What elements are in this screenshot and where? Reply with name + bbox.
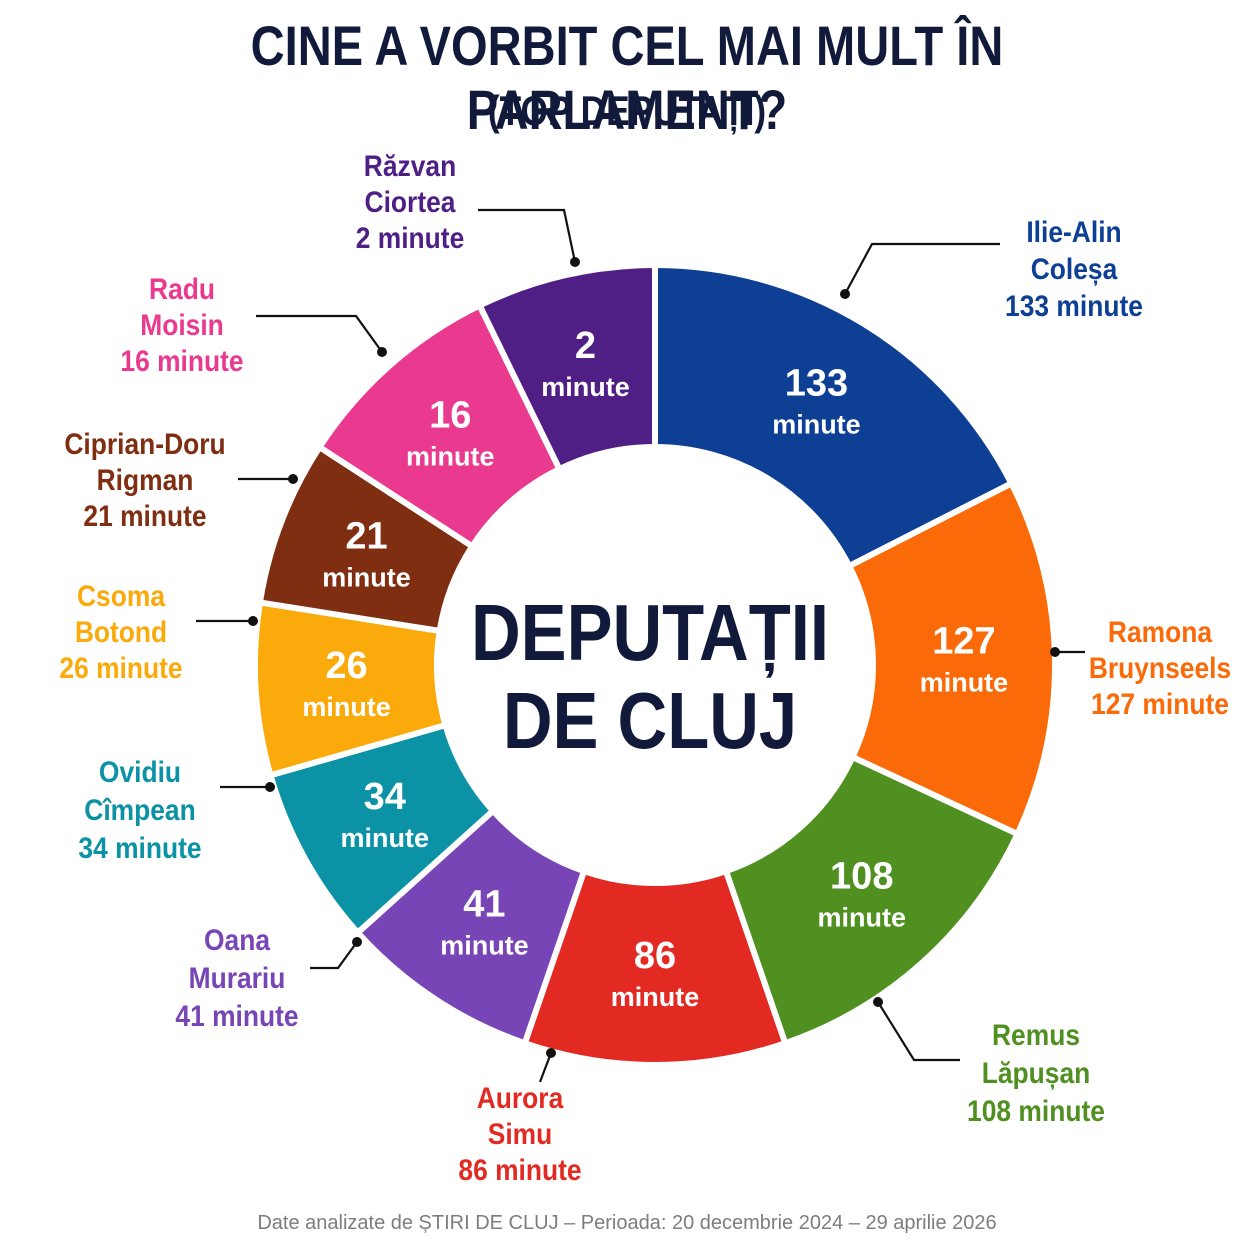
center-label-line-2: DE CLUJ bbox=[503, 675, 797, 765]
outside-label-line: Coleșa bbox=[1031, 251, 1118, 285]
slice-unit-label: minute bbox=[340, 823, 429, 853]
slice-unit-label: minute bbox=[611, 982, 700, 1012]
slice-unit-label: minute bbox=[322, 562, 411, 592]
donut-slice-ramona-bruynseels bbox=[845, 479, 1058, 839]
donut-slice-remus-lapusan bbox=[722, 753, 1022, 1048]
leader-dot bbox=[840, 289, 850, 299]
outside-label-line: 86 minute bbox=[458, 1152, 581, 1186]
slice-unit-label: minute bbox=[818, 903, 907, 933]
outside-label-line: Bruynseels bbox=[1089, 650, 1231, 684]
leader-line bbox=[310, 941, 358, 970]
outside-label-line: Botond bbox=[75, 614, 167, 648]
outside-label-line: 2 minute bbox=[356, 220, 465, 254]
outside-label-line: Lăpușan bbox=[982, 1055, 1091, 1089]
outside-label-line: Ovidiu bbox=[99, 754, 181, 788]
leader-dot bbox=[377, 347, 387, 357]
outside-label-line: Oana bbox=[204, 922, 270, 956]
leader-line bbox=[538, 1052, 553, 1083]
outside-label-line: Ilie-Alin bbox=[1026, 214, 1121, 248]
slice-value-label: 16 bbox=[429, 395, 471, 437]
outside-label-remus-lapusan: Remus Lăpușan 108 minute bbox=[967, 1017, 1105, 1127]
slice-unit-label: minute bbox=[920, 668, 1009, 698]
leader-line bbox=[256, 314, 383, 353]
outside-label-line: Ciprian-Doru bbox=[64, 426, 225, 460]
slice-value-label: 2 bbox=[575, 325, 596, 367]
slice-unit-label: minute bbox=[302, 692, 391, 722]
outside-label-line: Ciortea bbox=[365, 184, 456, 218]
leader-line bbox=[844, 242, 1000, 295]
donut-slice-razvan-ciortea bbox=[475, 261, 658, 474]
slice-value-label: 41 bbox=[463, 884, 505, 926]
slice-value-label: 86 bbox=[634, 935, 676, 977]
slice-value-label: 108 bbox=[830, 856, 893, 898]
outside-label-line: Ramona bbox=[1108, 614, 1212, 648]
slice-value-label: 34 bbox=[364, 776, 406, 818]
outside-label-line: Csoma bbox=[77, 578, 165, 612]
leader-dot bbox=[546, 1048, 556, 1058]
chart-title: CINE A VORBIT CEL MAI MULT ÎN PARLAMENT? bbox=[250, 14, 1004, 141]
source-footnote: Date analizate de ȘTIRI DE CLUJ – Perioa… bbox=[257, 1212, 997, 1234]
outside-label-line: Rigman bbox=[97, 462, 194, 496]
slice-unit-label: minute bbox=[406, 442, 495, 472]
outside-label-line: 108 minute bbox=[967, 1093, 1105, 1127]
leader-dot bbox=[570, 257, 580, 267]
outside-label-line: 26 minute bbox=[59, 650, 182, 684]
leader-dot bbox=[1050, 647, 1060, 657]
outside-label-line: 34 minute bbox=[78, 830, 201, 864]
outside-label-line: Răzvan bbox=[364, 148, 456, 182]
slice-unit-label: minute bbox=[772, 410, 861, 440]
leader-line bbox=[478, 208, 577, 263]
outside-label-oana-murariu: Oana Murariu 41 minute bbox=[175, 922, 298, 1032]
outside-label-line: Aurora bbox=[477, 1080, 564, 1114]
outside-label-line: 127 minute bbox=[1091, 686, 1229, 720]
outside-label-line: Murariu bbox=[189, 960, 286, 994]
outside-label-line: 21 minute bbox=[83, 498, 206, 532]
slice-unit-label: minute bbox=[440, 931, 529, 961]
slice-unit-label: minute bbox=[541, 372, 630, 402]
leader-dot bbox=[265, 782, 275, 792]
leader-dot bbox=[873, 997, 883, 1007]
outside-label-line: Moisin bbox=[140, 307, 224, 341]
leader-dot bbox=[352, 937, 362, 947]
outside-label-line: Radu bbox=[149, 271, 215, 305]
outside-label-line: 41 minute bbox=[175, 998, 298, 1032]
slice-value-label: 127 bbox=[932, 621, 995, 663]
outside-label-line: 133 minute bbox=[1005, 288, 1143, 322]
donut-slice-ilie-alin-colesa bbox=[652, 261, 1016, 571]
slice-value-label: 133 bbox=[785, 363, 848, 405]
outside-label-ovidiu-cimpean: Ovidiu Cîmpean 34 minute bbox=[78, 754, 201, 864]
outside-label-line: Simu bbox=[488, 1116, 553, 1150]
outside-label-line: Remus bbox=[992, 1017, 1080, 1051]
outside-label-line: Cîmpean bbox=[84, 792, 195, 826]
slice-value-label: 21 bbox=[345, 515, 387, 557]
slice-value-label: 26 bbox=[325, 645, 367, 687]
outside-label-line: 16 minute bbox=[120, 343, 243, 377]
chart-subtitle: (TOP DEPUTAȚI) bbox=[487, 87, 767, 134]
leader-dot bbox=[288, 474, 298, 484]
leader-dot bbox=[248, 616, 258, 626]
leader-line bbox=[877, 1001, 960, 1062]
center-label-line-1: DEPUTAȚII bbox=[471, 587, 829, 678]
